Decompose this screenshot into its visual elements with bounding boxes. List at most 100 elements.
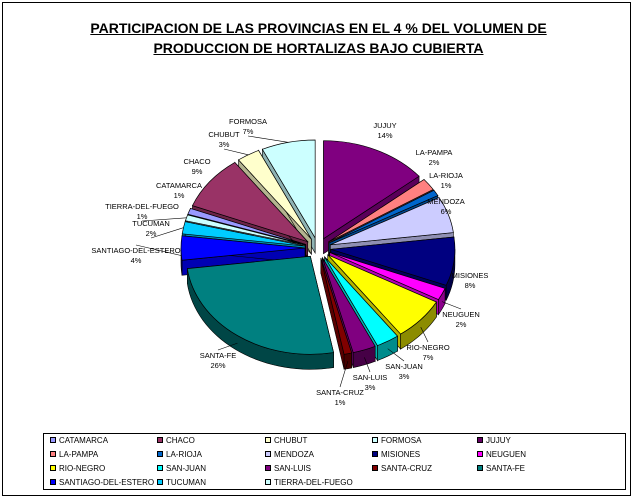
- legend-swatch: [477, 465, 483, 471]
- slice-pct-santa-fe: 26%: [210, 361, 225, 370]
- chart-title: PARTICIPACION DE LAS PROVINCIAS EN EL 4 …: [0, 18, 637, 58]
- legend-swatch: [157, 465, 163, 471]
- legend-label: CHACO: [166, 435, 195, 445]
- pie-slice-santiago-del-estero: [180, 235, 306, 276]
- legend-swatch: [372, 451, 378, 457]
- slice-label-tucuman: TUCUMAN: [132, 219, 170, 228]
- slice-label-chaco: CHACO: [183, 157, 210, 166]
- legend-label: MENDOZA: [274, 449, 314, 459]
- legend-label: SANTA-CRUZ: [381, 463, 432, 473]
- legend-label: SAN-JUAN: [166, 463, 207, 473]
- legend-label: MISIONES: [381, 449, 421, 459]
- slice-label-santiago-del-estero: SANTIAGO-DEL-ESTERO: [91, 246, 180, 255]
- leader-line-chubut: [223, 148, 249, 156]
- legend-label: FORMOSA: [381, 435, 422, 445]
- legend-label: RIO-NEGRO: [59, 463, 106, 473]
- legend-item-tucuman: TUCUMAN: [157, 476, 206, 488]
- legend-label: TUCUMAN: [166, 477, 206, 487]
- leader-line-neuguen: [441, 301, 462, 310]
- legend-swatch: [50, 437, 56, 443]
- slice-label-santa-cruz: SANTA-CRUZ: [316, 388, 364, 397]
- slice-pct-tucuman: 2%: [146, 229, 157, 238]
- legend-item-misiones: MISIONES: [372, 448, 420, 460]
- legend-item-santiago-del-estero: SANTIAGO-DEL-ESTERO: [50, 476, 154, 488]
- leader-line-formosa: [247, 135, 289, 143]
- slice-label-mendoza: MENDOZA: [427, 197, 465, 206]
- legend-label: TIERRA-DEL-FUEGO: [274, 477, 353, 487]
- legend-label: NEUGUEN: [486, 449, 527, 459]
- legend-item-formosa: FORMOSA: [372, 434, 421, 446]
- pie-chart: JUJUY14%LA-PAMPA2%LA-RIOJA1%MENDOZA6%MIS…: [91, 117, 489, 407]
- slice-label-la-rioja: LA-RIOJA: [429, 171, 463, 180]
- legend-swatch: [265, 479, 271, 485]
- legend-label: SANTA-FE: [486, 463, 525, 473]
- legend-item-neuguen: NEUGUEN: [477, 448, 526, 460]
- slice-pct-santiago-del-estero: 4%: [131, 256, 142, 265]
- legend-item-rio-negro: RIO-NEGRO: [50, 462, 105, 474]
- leader-line-san-juan: [387, 348, 405, 362]
- legend-item-santa-fe: SANTA-FE: [477, 462, 525, 474]
- legend-swatch: [477, 437, 483, 443]
- legend-item-la-pampa: LA-PAMPA: [50, 448, 98, 460]
- slice-label-tierra-del-fuego: TIERRA-DEL-FUEGO: [105, 202, 179, 211]
- legend-swatch: [157, 479, 163, 485]
- legend-swatch: [50, 479, 56, 485]
- legend-item-catamarca: CATAMARCA: [50, 434, 108, 446]
- slice-pct-san-juan: 3%: [399, 372, 410, 381]
- legend-swatch: [265, 451, 271, 457]
- legend-item-la-rioja: LA-RIOJA: [157, 448, 202, 460]
- slice-label-chubut: CHUBUT: [208, 130, 240, 139]
- legend-swatch: [157, 451, 163, 457]
- slice-pct-misiones: 8%: [465, 281, 476, 290]
- legend-item-chubut: CHUBUT: [265, 434, 307, 446]
- slice-pct-chubut: 3%: [219, 140, 230, 149]
- leader-line-san-luis: [364, 357, 371, 373]
- legend-swatch: [50, 451, 56, 457]
- slice-label-la-pampa: LA-PAMPA: [416, 148, 453, 157]
- legend-swatch: [477, 451, 483, 457]
- slice-pct-san-luis: 3%: [365, 383, 376, 392]
- slice-label-misiones: MISIONES: [452, 271, 489, 280]
- legend-swatch: [50, 465, 56, 471]
- pie-slice-santa-cruz: [320, 257, 353, 370]
- legend-label: LA-PAMPA: [59, 449, 99, 459]
- legend-swatch: [372, 437, 378, 443]
- legend-label: CHUBUT: [274, 435, 308, 445]
- legend-item-chaco: CHACO: [157, 434, 195, 446]
- legend-item-san-juan: SAN-JUAN: [157, 462, 206, 474]
- leader-line-santa-cruz: [339, 361, 349, 388]
- legend-swatch: [265, 465, 271, 471]
- chart-legend: CATAMARCA CHACO CHUBUT FORMOSA JUJUY LA-PAMPA…: [43, 433, 626, 490]
- legend-item-santa-cruz: SANTA-CRUZ: [372, 462, 432, 474]
- slice-label-catamarca: CATAMARCA: [156, 181, 202, 190]
- pie-slice-santa-fe: [186, 255, 335, 370]
- legend-item-mendoza: MENDOZA: [265, 448, 314, 460]
- legend-label: SANTIAGO-DEL-ESTERO: [59, 477, 155, 487]
- slice-pct-la-pampa: 2%: [429, 158, 440, 167]
- slice-label-santa-fe: SANTA-FE: [200, 351, 237, 360]
- slice-pct-tierra-del-fuego: 1%: [137, 212, 148, 221]
- slice-pct-santa-cruz: 1%: [335, 398, 346, 407]
- leader-line-tucuman: [150, 227, 184, 239]
- chart-frame: [2, 2, 631, 496]
- legend-label: SAN-LUIS: [274, 463, 311, 473]
- legend-label: JUJUY: [486, 435, 511, 445]
- legend-label: LA-RIOJA: [166, 449, 203, 459]
- slice-pct-catamarca: 1%: [174, 191, 185, 200]
- legend-swatch: [265, 437, 271, 443]
- slice-pct-rio-negro: 7%: [423, 353, 434, 362]
- slice-pct-jujuy: 14%: [377, 131, 392, 140]
- chart-title-line-2: PRODUCCION DE HORTALIZAS BAJO CUBIERTA: [153, 40, 484, 56]
- leader-line-santiago-del-estero: [135, 244, 182, 256]
- slice-label-san-juan: SAN-JUAN: [385, 362, 423, 371]
- chart-title-line-1: PARTICIPACION DE LAS PROVINCIAS EN EL 4 …: [90, 20, 547, 36]
- legend-label: CATAMARCA: [59, 435, 109, 445]
- slice-pct-la-rioja: 1%: [441, 181, 452, 190]
- slice-label-formosa: FORMOSA: [229, 117, 267, 126]
- slice-label-rio-negro: RIO-NEGRO: [406, 343, 450, 352]
- slice-label-jujuy: JUJUY: [373, 121, 396, 130]
- slice-pct-neuguen: 2%: [456, 320, 467, 329]
- leader-line-santa-fe: [217, 342, 238, 351]
- leader-line-tierra-del-fuego: [141, 217, 187, 222]
- slice-pct-formosa: 7%: [243, 127, 254, 136]
